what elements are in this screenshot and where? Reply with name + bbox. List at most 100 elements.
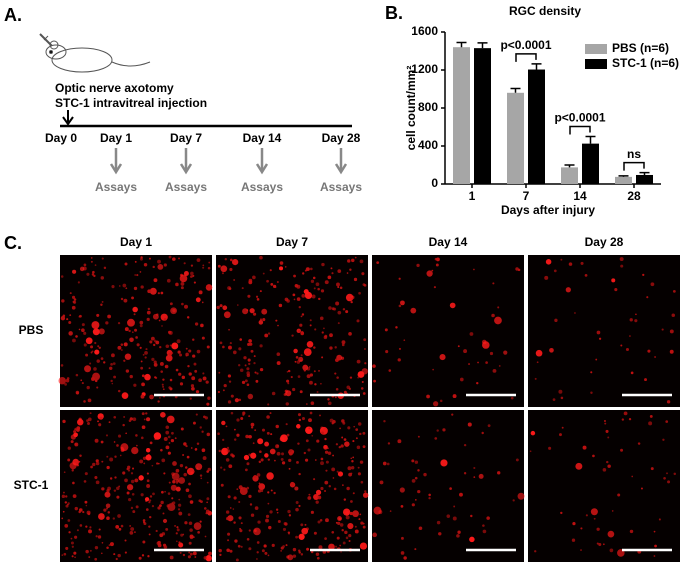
cell-dot bbox=[290, 481, 295, 486]
cell-dot bbox=[218, 449, 222, 453]
cell-dot bbox=[91, 321, 100, 330]
cell-dot bbox=[281, 452, 285, 456]
cell-dot bbox=[548, 446, 552, 450]
cell-dot bbox=[202, 376, 207, 381]
cell-dot bbox=[487, 424, 491, 428]
cell-dot bbox=[133, 313, 136, 316]
cell-dot bbox=[247, 358, 251, 362]
cell-dot bbox=[433, 401, 439, 407]
cell-dot bbox=[152, 492, 155, 496]
cell-dot bbox=[350, 500, 353, 503]
cell-dot bbox=[494, 316, 502, 325]
cell-dot bbox=[82, 511, 85, 514]
cell-dot bbox=[191, 386, 195, 391]
cell-dot bbox=[295, 356, 299, 359]
cell-dot bbox=[414, 548, 417, 551]
cell-dot bbox=[457, 345, 460, 348]
cell-dot bbox=[118, 527, 122, 531]
cell-dot bbox=[122, 471, 126, 475]
cell-dot bbox=[262, 272, 265, 275]
cell-dot bbox=[339, 427, 341, 430]
cell-dot bbox=[151, 357, 155, 362]
cell-dot bbox=[300, 315, 303, 318]
cell-dot bbox=[399, 487, 405, 493]
cell-dot bbox=[179, 551, 182, 554]
cell-dot bbox=[300, 553, 304, 556]
cell-dot bbox=[194, 556, 197, 558]
cell-dot bbox=[79, 454, 82, 458]
cell-dot bbox=[192, 274, 195, 277]
cell-dot bbox=[254, 371, 257, 374]
cell-dot bbox=[463, 472, 467, 475]
cell-dot bbox=[141, 554, 145, 557]
cell-dot bbox=[452, 394, 457, 399]
cell-dot bbox=[65, 495, 68, 498]
cell-dot bbox=[108, 421, 111, 424]
cell-dot bbox=[342, 541, 346, 545]
cell-dot bbox=[243, 356, 247, 360]
legend-label: STC-1 (n=6) bbox=[612, 56, 679, 70]
cell-dot bbox=[116, 444, 119, 447]
cell-dot bbox=[85, 353, 89, 357]
cell-dot bbox=[149, 499, 152, 502]
cell-dot bbox=[110, 379, 113, 383]
cell-dot bbox=[416, 263, 420, 268]
cell-dot bbox=[97, 345, 99, 347]
cell-dot bbox=[631, 475, 634, 478]
cell-dot bbox=[270, 489, 273, 492]
cell-dot bbox=[105, 507, 109, 510]
cell-dot bbox=[263, 544, 267, 548]
cell-dot bbox=[223, 468, 226, 471]
cell-dot bbox=[457, 530, 461, 534]
cell-dot bbox=[85, 525, 88, 528]
cell-dot bbox=[242, 411, 246, 415]
cell-dot bbox=[299, 390, 303, 394]
cell-dot bbox=[205, 555, 212, 562]
cell-dot bbox=[68, 331, 73, 336]
cell-dot bbox=[162, 518, 168, 524]
cell-dot bbox=[291, 334, 294, 337]
cell-dot bbox=[65, 546, 69, 550]
error-bar bbox=[456, 41, 467, 48]
cell-dot bbox=[637, 442, 641, 445]
cell-dot bbox=[145, 348, 148, 351]
cell-dot bbox=[105, 503, 111, 508]
cell-dot bbox=[336, 470, 339, 473]
cell-dot bbox=[340, 444, 344, 448]
cell-dot bbox=[103, 508, 107, 512]
cell-dot bbox=[100, 357, 104, 360]
arrow-head bbox=[334, 163, 348, 175]
micrograph-bg bbox=[528, 255, 680, 407]
cell-dot bbox=[202, 266, 205, 269]
cell-dot bbox=[126, 467, 129, 471]
cell-dot bbox=[248, 434, 252, 439]
cell-dot bbox=[168, 442, 171, 444]
cell-dot bbox=[310, 267, 313, 271]
cell-dot bbox=[185, 466, 188, 469]
cell-dot bbox=[115, 557, 118, 561]
cell-dot bbox=[356, 445, 361, 450]
cell-dot bbox=[92, 270, 95, 274]
cell-dot bbox=[198, 378, 202, 383]
cell-dot bbox=[171, 431, 174, 435]
cell-dot bbox=[219, 553, 222, 557]
cell-dot bbox=[469, 536, 475, 543]
cell-dot bbox=[354, 525, 357, 528]
cell-dot bbox=[249, 308, 255, 314]
cell-dot bbox=[265, 514, 270, 519]
cell-dot bbox=[78, 460, 81, 463]
cell-dot bbox=[596, 330, 601, 335]
cell-dot bbox=[534, 550, 537, 553]
cell-dot bbox=[172, 461, 177, 466]
cell-dot bbox=[348, 331, 352, 336]
cell-dot bbox=[71, 555, 74, 558]
cell-dot bbox=[398, 304, 402, 308]
cell-dot bbox=[298, 504, 301, 508]
cell-dot bbox=[200, 323, 204, 328]
cell-dot bbox=[132, 331, 134, 333]
cell-dot bbox=[654, 356, 657, 359]
cell-dot bbox=[311, 294, 316, 299]
cell-dot bbox=[431, 269, 434, 272]
cell-dot bbox=[178, 542, 184, 548]
cell-dot bbox=[94, 264, 97, 266]
